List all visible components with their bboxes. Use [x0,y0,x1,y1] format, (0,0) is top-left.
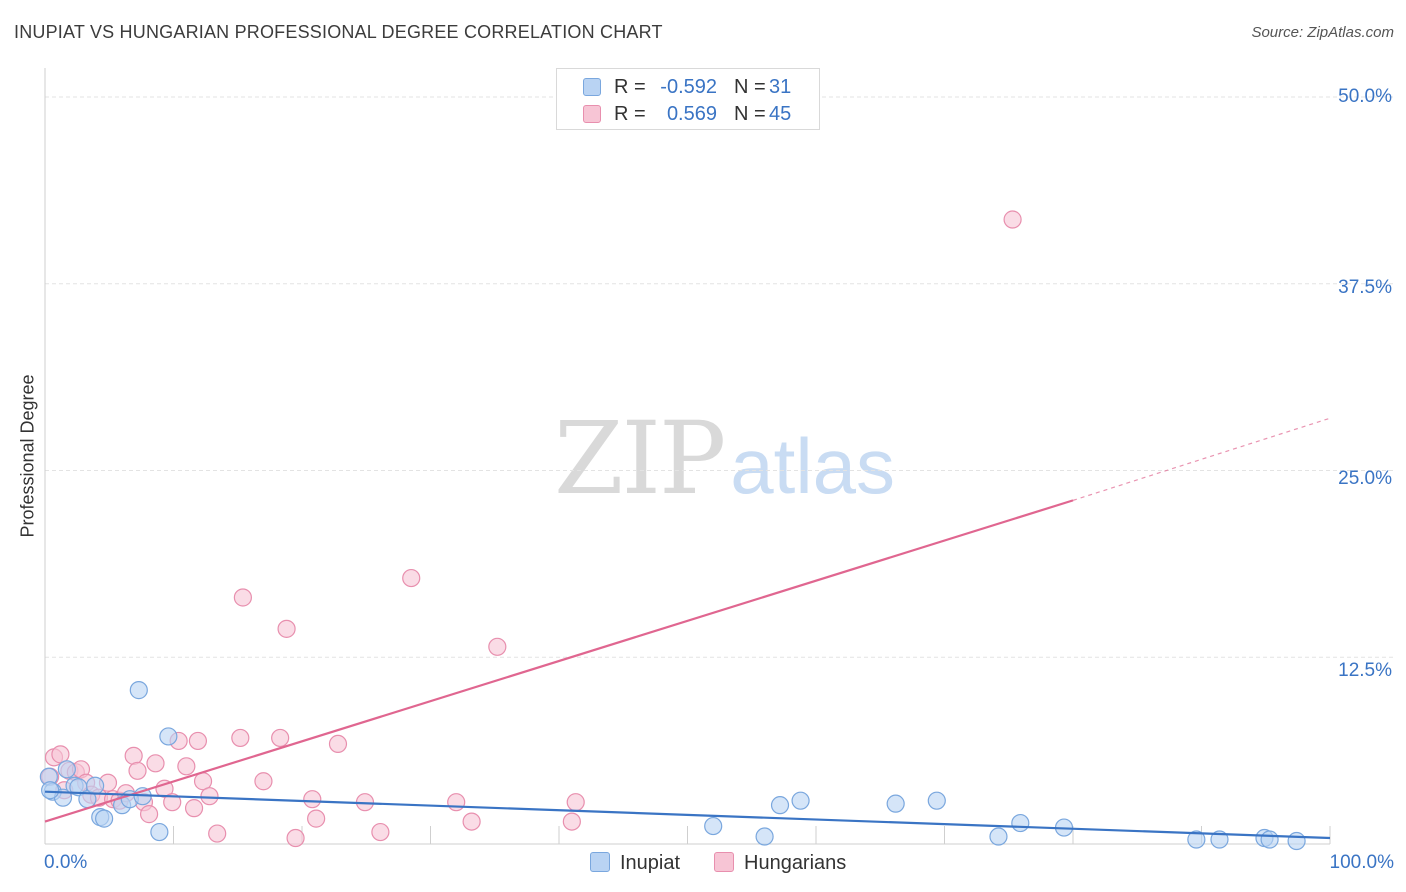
hungarian-point [277,619,296,638]
inupiat-point [886,794,905,813]
y-tick-label: 37.5% [1338,277,1392,298]
inupiat-point [57,760,76,779]
legend-r-value: 0.569 [666,103,717,125]
inupiat-point [41,781,60,800]
legend-swatch-inupiat [583,78,601,96]
hungarian-point [146,754,165,773]
inupiat-point [755,827,774,846]
hungarian-point [124,746,143,765]
y-tick-label: 25.0% [1338,468,1392,489]
hungarian-point [307,809,326,828]
hungarian-point [177,757,196,776]
inupiat-point [791,791,810,810]
hungarian-point [233,588,252,607]
series-legend-label: Hungarians [744,852,847,874]
hungarian-point [163,793,182,812]
hungarian-trend-extension [1072,417,1331,501]
hungarian-point [488,637,507,656]
hungarian-point [562,812,581,831]
series-swatch-inupiat [590,852,610,872]
y-tick-label: 12.5% [1338,660,1392,681]
hungarian-point [402,568,421,588]
legend-r-label: R = [614,76,646,98]
inupiat-point [1011,813,1030,833]
source-label: Source: ZipAtlas.com [1251,24,1394,41]
hungarian-point [200,787,219,806]
hungarian-point [303,790,322,809]
hungarian-point [231,728,250,748]
x-tick-label: 0.0% [44,852,88,873]
hungarian-point [566,793,585,812]
series-legend-inupiat: Inupiat [590,852,680,875]
y-axis-label: Professional Degree [17,374,38,538]
legend-row-hungarians: R = 0.569 N = 45 [557,101,819,127]
inupiat-trend-line [44,790,1331,840]
inupiat-point [1260,830,1279,849]
hungarian-point [128,761,147,780]
watermark: ZIPatlas [554,400,895,517]
hungarian-point [447,793,466,812]
chart-title: INUPIAT VS HUNGARIAN PROFESSIONAL DEGREE… [14,22,663,42]
inupiat-point [86,776,105,795]
hungarian-point [184,799,204,818]
legend-r-label: R = [614,103,646,125]
series-legend-hungarians: Hungarians [714,852,846,875]
legend-swatch-hungarians [583,105,601,123]
hungarian-point [188,731,208,751]
legend-r-value: -0.592 [660,76,717,98]
hungarian-point [328,734,348,754]
inupiat-point [1187,830,1206,849]
y-tick-label: 50.0% [1338,86,1392,107]
legend-n-value: 31 [769,76,792,98]
hungarian-point [254,772,273,791]
inupiat-point [150,822,169,842]
watermark-zip: ZIP [554,400,726,517]
inupiat-point [159,727,178,746]
inupiat-point [927,791,946,810]
watermark-atlas: atlas [730,422,896,510]
hungarian-point [1003,210,1022,229]
hungarian-point [286,828,305,848]
inupiat-point [770,796,790,815]
hungarian-point [208,824,227,843]
inupiat-point [989,827,1008,846]
hungarian-point [371,822,390,842]
legend-n-label: N = [734,76,766,98]
hungarian-point [139,805,159,824]
x-tick-label: 100.0% [1329,852,1394,873]
correlation-legend: R = -0.592 N = 31 R = 0.569 N = 45 [556,68,820,130]
legend-row-inupiat: R = -0.592 N = 31 [557,74,819,100]
series-swatch-hungarians [714,852,734,872]
hungarian-trend-line [44,499,1074,823]
hungarian-point [462,812,481,831]
hungarian-point [271,728,290,748]
inupiat-point [95,809,114,828]
inupiat-point [1287,831,1306,851]
legend-n-label: N = [734,103,766,125]
inupiat-point [704,816,723,836]
legend-n-value: 45 [769,103,792,125]
series-legend-label: Inupiat [620,852,681,874]
inupiat-point [129,681,148,700]
